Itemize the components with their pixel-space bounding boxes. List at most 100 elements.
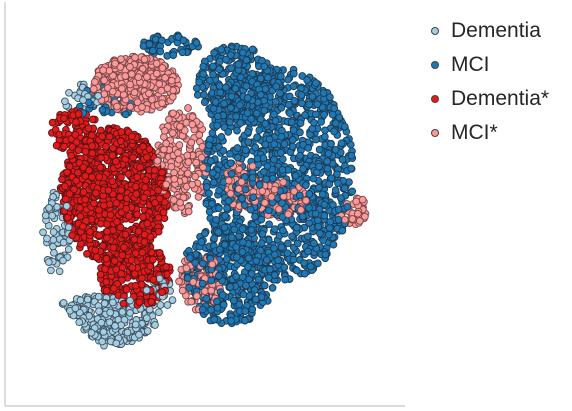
point-dementia	[75, 318, 84, 327]
legend-label-mci-star: MCI*	[451, 121, 498, 144]
point-mci-star	[267, 193, 276, 201]
point-dementia-star	[160, 198, 169, 207]
point-mci-star	[130, 88, 139, 97]
point-mci	[327, 139, 335, 148]
point-mci-star	[180, 126, 189, 135]
legend: Dementia MCI Dementia* MCI*	[428, 14, 568, 150]
point-dementia	[111, 322, 119, 330]
point-dementia	[43, 234, 51, 243]
point-dementia-star	[95, 206, 103, 214]
point-dementia-star	[141, 183, 149, 192]
point-dementia-star	[149, 255, 157, 264]
point-dementia-star	[102, 286, 111, 295]
point-mci	[179, 36, 188, 45]
point-mci	[239, 238, 247, 247]
point-mci	[286, 109, 294, 118]
point-dementia-star	[74, 110, 83, 118]
point-mci	[320, 110, 328, 119]
point-dementia-star	[162, 263, 170, 271]
point-mci	[314, 222, 323, 231]
point-mci	[278, 166, 287, 174]
point-dementia	[65, 88, 73, 97]
point-mci-star	[174, 149, 182, 157]
legend-marker-dementia-star	[431, 95, 439, 103]
point-mci	[334, 215, 343, 224]
point-mci	[292, 266, 301, 275]
point-mci	[284, 100, 293, 109]
point-dementia-star	[74, 146, 83, 155]
point-mci	[232, 272, 241, 281]
legend-marker-mci-star	[431, 129, 439, 137]
point-mci	[215, 57, 224, 66]
point-mci	[243, 94, 252, 102]
point-mci	[213, 121, 222, 130]
point-dementia	[49, 228, 58, 236]
point-mci-star	[352, 197, 361, 206]
point-mci	[232, 112, 241, 121]
point-dementia-star	[104, 186, 113, 195]
point-dementia-star	[79, 222, 87, 231]
point-mci	[301, 181, 310, 190]
point-mci-star	[199, 163, 207, 172]
point-mci-star	[138, 103, 146, 111]
point-mci	[227, 317, 235, 325]
point-mci	[277, 132, 286, 141]
point-dementia-star	[52, 141, 61, 150]
point-mci-star	[152, 59, 161, 68]
point-mci	[233, 144, 242, 152]
point-dementia-star	[149, 275, 158, 284]
point-mci-star	[188, 180, 197, 189]
point-mci-star	[158, 99, 166, 108]
point-mci	[247, 269, 256, 278]
point-dementia	[64, 223, 73, 232]
point-dementia-star	[67, 151, 75, 160]
point-dementia-star	[115, 146, 124, 155]
point-dementia-star	[117, 173, 125, 182]
point-dementia-star	[72, 118, 80, 126]
point-mci	[232, 243, 241, 251]
point-dementia-star	[138, 248, 147, 257]
point-dementia	[126, 309, 134, 317]
point-mci	[198, 279, 207, 288]
point-mci-star	[178, 286, 187, 295]
point-dementia-star	[122, 285, 131, 294]
point-mci	[209, 62, 217, 71]
point-mci	[242, 82, 251, 91]
point-mci	[290, 96, 299, 105]
point-mci-star	[121, 72, 130, 80]
point-dementia-star	[146, 262, 155, 271]
point-mci	[315, 162, 323, 171]
point-dementia	[142, 314, 151, 322]
point-mci-star	[163, 84, 172, 93]
point-dementia	[100, 299, 109, 308]
point-mci-star	[279, 178, 288, 187]
point-dementia-star	[125, 212, 133, 220]
point-mci-star	[248, 162, 257, 171]
point-dementia-star	[139, 142, 147, 151]
point-dementia-star	[155, 249, 164, 257]
point-dementia-star	[48, 118, 57, 127]
point-mci	[242, 56, 251, 64]
point-dementia-star	[116, 223, 125, 232]
point-dementia-star	[91, 246, 100, 255]
point-mci	[331, 119, 340, 128]
point-mci	[270, 155, 278, 164]
point-mci	[270, 140, 279, 149]
point-dementia-star	[117, 269, 126, 278]
point-dementia	[61, 97, 69, 106]
point-mci-star	[109, 71, 117, 80]
point-mci	[215, 65, 224, 74]
point-mci-star	[99, 66, 107, 75]
point-mci	[304, 144, 313, 152]
point-mci	[269, 174, 277, 183]
point-dementia-star	[109, 284, 118, 293]
point-mci	[320, 200, 329, 209]
point-mci	[241, 185, 250, 194]
point-mci	[291, 171, 300, 180]
point-dementia-star	[121, 230, 130, 239]
point-dementia	[94, 292, 103, 301]
point-mci	[348, 187, 357, 196]
point-mci-star	[207, 286, 216, 295]
point-mci	[254, 275, 263, 284]
point-dementia	[105, 318, 114, 327]
